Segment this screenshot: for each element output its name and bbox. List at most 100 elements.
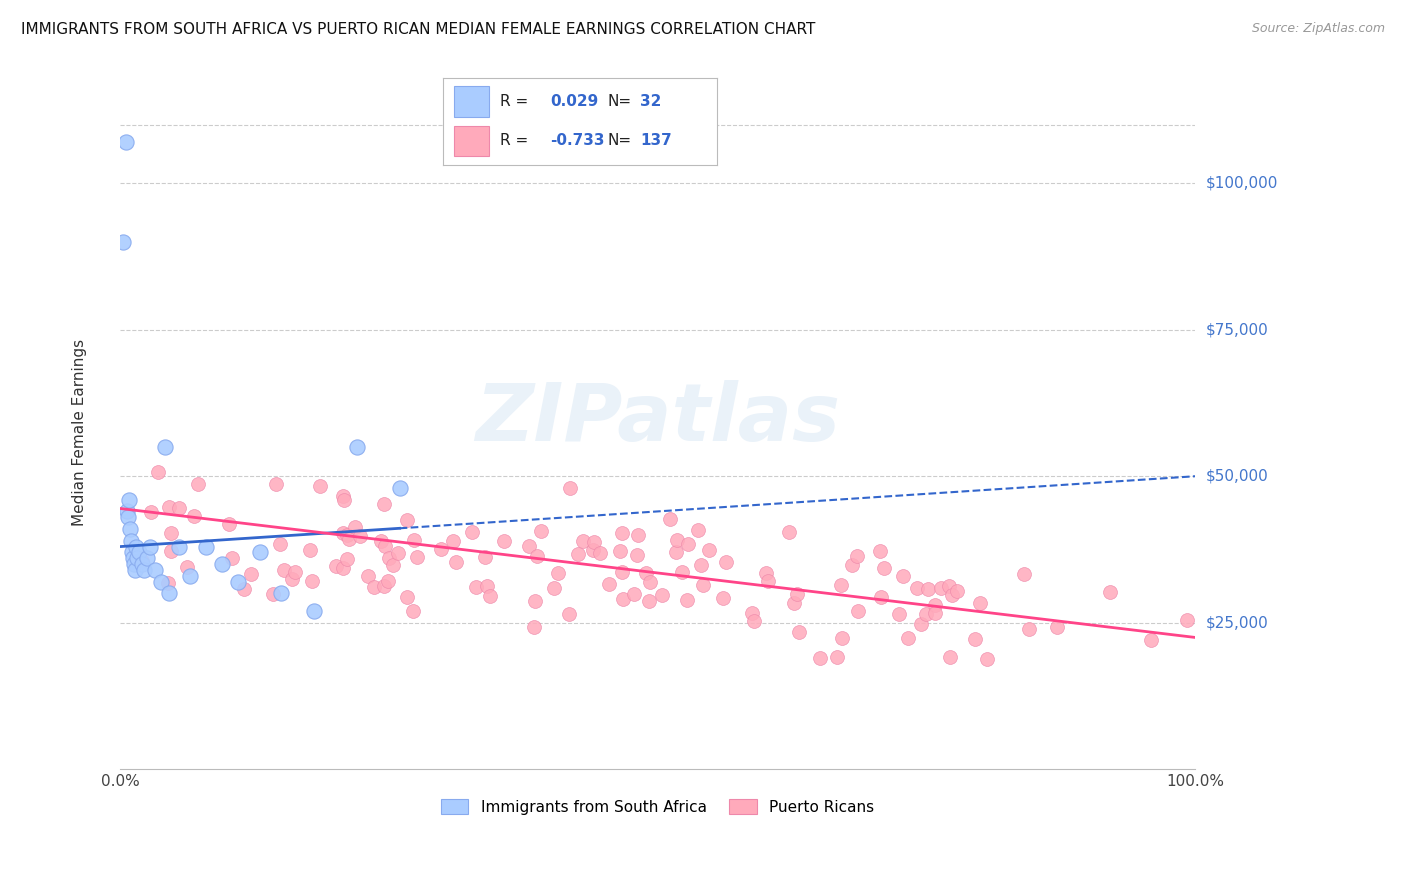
Point	[120, 533, 142, 548]
Point	[869, 590, 891, 604]
Point	[755, 566, 778, 580]
Text: 32: 32	[640, 95, 662, 109]
Point	[558, 481, 581, 495]
Point	[1099, 585, 1122, 599]
Point	[349, 529, 371, 543]
Point	[778, 525, 800, 540]
Point	[395, 512, 418, 526]
Point	[910, 616, 932, 631]
Point	[357, 569, 380, 583]
Text: $100,000: $100,000	[1206, 176, 1278, 191]
Point	[160, 526, 183, 541]
Point	[240, 566, 263, 581]
Point	[929, 581, 952, 595]
Point	[139, 540, 162, 554]
Point	[526, 549, 548, 563]
Point	[344, 520, 367, 534]
Point	[150, 574, 173, 589]
Point	[377, 551, 399, 566]
Point	[157, 576, 180, 591]
Point	[127, 551, 149, 566]
Point	[336, 528, 359, 542]
Point	[783, 597, 806, 611]
Point	[335, 552, 357, 566]
Point	[118, 492, 141, 507]
FancyBboxPatch shape	[454, 87, 489, 117]
Point	[742, 614, 765, 628]
Point	[589, 546, 612, 560]
Point	[160, 543, 183, 558]
Point	[337, 532, 360, 546]
Point	[299, 542, 322, 557]
Text: 137: 137	[640, 134, 672, 148]
Text: 0.029: 0.029	[550, 95, 598, 109]
Text: -0.733: -0.733	[550, 134, 605, 148]
Point	[461, 524, 484, 539]
Point	[115, 504, 138, 518]
Point	[946, 584, 969, 599]
Point	[139, 505, 162, 519]
Point	[612, 591, 634, 606]
Point	[969, 596, 991, 610]
Text: $75,000: $75,000	[1206, 322, 1268, 337]
Point	[938, 579, 960, 593]
Point	[1012, 567, 1035, 582]
Point	[169, 540, 191, 554]
Point	[146, 466, 169, 480]
Point	[332, 489, 354, 503]
Point	[907, 582, 929, 596]
Point	[651, 588, 673, 602]
Text: Median Female Earnings: Median Female Earnings	[72, 339, 87, 526]
Text: Source: ZipAtlas.com: Source: ZipAtlas.com	[1251, 22, 1385, 36]
Point	[889, 607, 911, 621]
Point	[373, 497, 395, 511]
Point	[370, 534, 392, 549]
Point	[444, 555, 467, 569]
Point	[598, 577, 620, 591]
Point	[845, 549, 868, 563]
Point	[869, 543, 891, 558]
Point	[787, 624, 810, 639]
Point	[582, 543, 605, 558]
Point	[176, 559, 198, 574]
Point	[529, 524, 551, 538]
Point	[976, 652, 998, 666]
Point	[387, 546, 409, 560]
Point	[301, 574, 323, 588]
Point	[117, 510, 139, 524]
Point	[924, 606, 946, 620]
Point	[402, 604, 425, 618]
Point	[395, 590, 418, 604]
Point	[941, 588, 963, 602]
Point	[262, 587, 284, 601]
Point	[558, 607, 581, 622]
Point	[125, 540, 148, 554]
Point	[121, 545, 143, 559]
Point	[873, 561, 896, 575]
Point	[114, 135, 136, 149]
Point	[264, 476, 287, 491]
Point	[831, 631, 853, 645]
Point	[963, 632, 986, 647]
Point	[841, 558, 863, 572]
Point	[143, 563, 166, 577]
Point	[404, 533, 426, 547]
Point	[308, 479, 330, 493]
FancyBboxPatch shape	[454, 126, 489, 156]
Point	[665, 545, 688, 559]
Point	[132, 563, 155, 577]
Point	[122, 557, 145, 571]
Point	[269, 536, 291, 550]
Point	[373, 579, 395, 593]
Point	[741, 606, 763, 620]
Point	[891, 569, 914, 583]
Point	[157, 586, 180, 600]
Point	[228, 574, 250, 589]
Legend: Immigrants from South Africa, Puerto Ricans: Immigrants from South Africa, Puerto Ric…	[433, 791, 882, 822]
Point	[332, 525, 354, 540]
Point	[671, 565, 693, 579]
Point	[638, 574, 661, 589]
Point	[1140, 632, 1163, 647]
Point	[221, 551, 243, 566]
Point	[638, 594, 661, 608]
